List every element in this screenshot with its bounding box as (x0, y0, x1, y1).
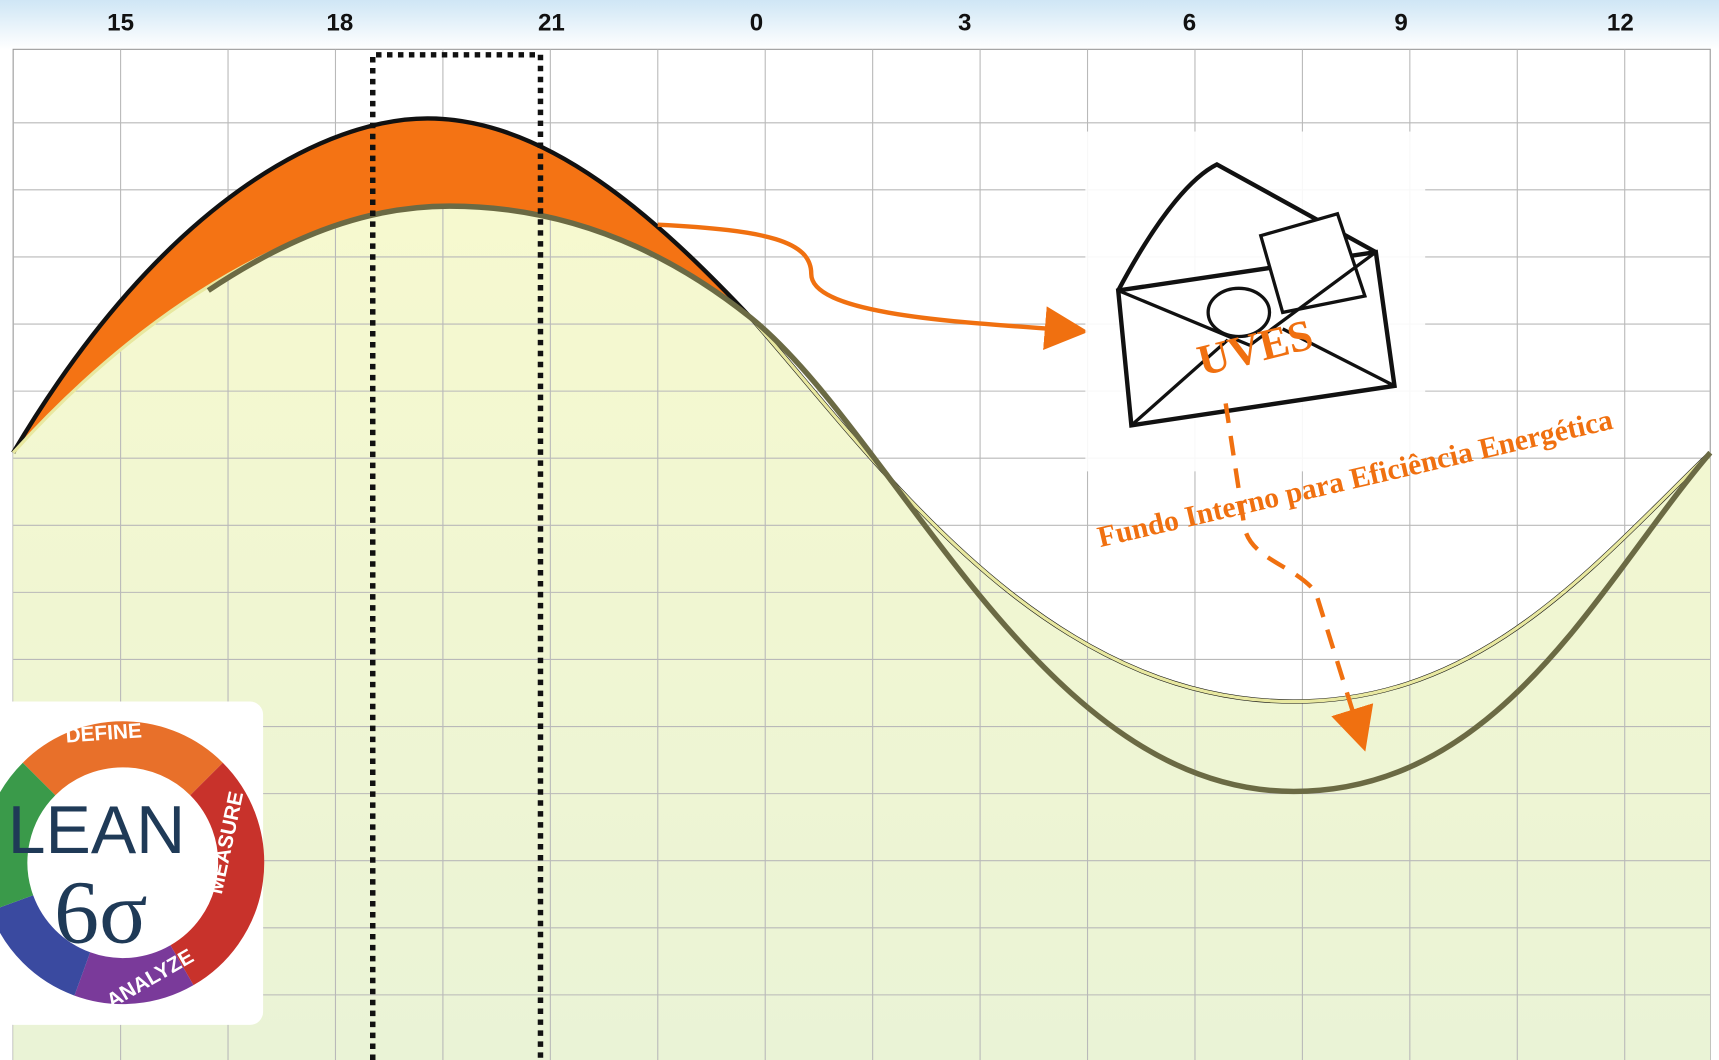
logo-segment (0, 894, 91, 996)
savings-arrow (657, 222, 1089, 351)
envelope-icon (1085, 131, 1426, 472)
logo-segment (169, 762, 265, 986)
peak-saving (13, 118, 751, 453)
hour-label: 21 (538, 9, 565, 36)
logo-stage: DEFINE (65, 719, 143, 747)
hour-label: 0 (750, 9, 763, 36)
header-band (0, 0, 1719, 50)
logo-symbol: 6σ (54, 864, 147, 963)
hour-label: 12 (1607, 9, 1634, 36)
hour-label: 9 (1394, 9, 1407, 36)
grid (13, 49, 1711, 1060)
logo-title: LEAN (8, 792, 186, 868)
load-area (13, 206, 1711, 1060)
hour-label: 3 (958, 9, 971, 36)
logo-segment (74, 944, 194, 1005)
logo-segment (22, 721, 223, 796)
hour-label: 18 (326, 9, 353, 36)
efficient-curve (206, 203, 1713, 795)
logo-center (28, 768, 218, 957)
hour-label: 15 (107, 9, 134, 36)
hour-label: 6 (1183, 9, 1196, 36)
fund-arrow (1223, 403, 1374, 752)
peak-window (370, 52, 544, 1060)
logo-segment (0, 762, 56, 908)
